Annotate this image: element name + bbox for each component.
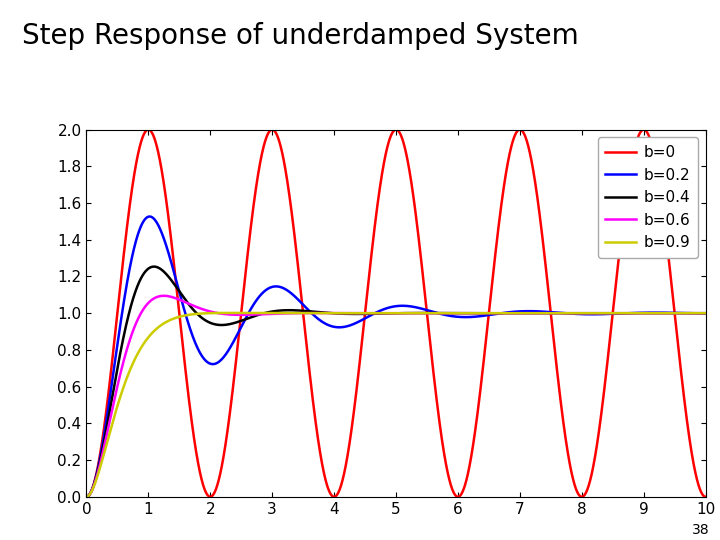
b=0.6 [701,310,710,316]
b=0.4 [591,310,600,316]
b=0 [544,289,553,295]
b=0 [485,307,493,313]
Text: Step Response of underdamped System: Step Response of underdamped System [22,22,578,50]
b=0.4 [319,309,328,316]
b=0 [591,450,600,456]
b=0.2 [145,213,154,220]
b=0.2 [701,310,710,316]
b=0.6 [319,310,328,316]
b=0.9 [82,494,91,500]
Line: b=0.4: b=0.4 [86,267,706,497]
b=0.4 [454,310,462,316]
b=0.9 [591,310,600,316]
b=0 [454,494,462,500]
b=0.4 [150,264,158,270]
b=0 [144,126,153,133]
b=0.2 [319,319,328,326]
b=0.6 [544,310,553,316]
b=0 [701,494,710,500]
Line: b=0.6: b=0.6 [86,296,706,497]
b=0.4 [485,310,493,316]
b=0.6 [454,310,462,316]
b=0.9 [224,309,233,316]
b=0.2 [544,309,553,315]
b=0.2 [82,494,91,500]
Text: 38: 38 [692,523,709,537]
b=0.9 [194,310,203,317]
b=0.9 [701,310,710,316]
b=0.4 [544,310,553,316]
b=0.2 [194,348,203,354]
Line: b=0: b=0 [86,130,706,497]
b=0 [194,464,203,471]
Line: b=0.2: b=0.2 [86,217,706,497]
b=0.2 [454,314,462,320]
b=0.9 [544,310,553,316]
b=0.6 [591,310,600,316]
b=0.9 [319,310,328,316]
b=0.4 [194,312,203,319]
b=0.2 [485,312,493,318]
b=0.9 [454,310,462,316]
b=0.6 [160,293,168,299]
b=0.9 [485,310,493,316]
b=0.4 [82,494,91,500]
b=0 [319,466,328,472]
b=0.6 [82,494,91,500]
b=0 [82,494,91,500]
b=0.6 [485,310,493,316]
Legend: b=0, b=0.2, b=0.4, b=0.6, b=0.9: b=0, b=0.2, b=0.4, b=0.6, b=0.9 [598,137,698,258]
Line: b=0.9: b=0.9 [86,313,706,497]
b=0.4 [701,310,710,316]
b=0.6 [194,305,203,311]
b=0.2 [591,311,600,318]
